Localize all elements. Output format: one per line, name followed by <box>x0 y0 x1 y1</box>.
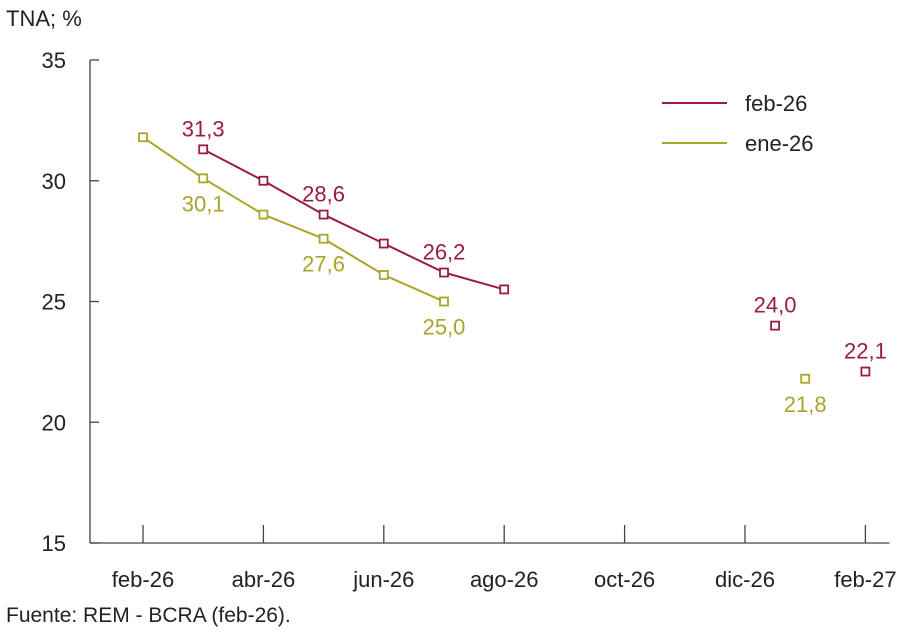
data-label: 27,6 <box>302 252 345 277</box>
series-line <box>202 148 505 291</box>
y-tick-label: 15 <box>42 531 66 556</box>
series-feb-26: 31,3 28,6 26,2 24,0 22,1 <box>182 116 887 377</box>
x-tick-label: abr-26 <box>232 567 296 592</box>
series-ene-26: 30,1 27,6 25,0 21,8 <box>138 132 827 417</box>
data-point <box>138 132 148 143</box>
data-label: 30,1 <box>182 191 225 216</box>
x-tick-label: feb-26 <box>112 567 174 592</box>
line-chart: TNA; % 15 20 25 30 35 feb-26 abr-26 jun-26 ago-… <box>6 6 897 592</box>
series-line <box>142 136 445 303</box>
data-label: 22,1 <box>844 339 887 364</box>
data-point <box>318 233 329 244</box>
x-tick-label: ago-26 <box>470 567 539 592</box>
x-tick-label: oct-26 <box>594 567 655 592</box>
data-label: 28,6 <box>302 182 345 207</box>
series-group: 31,3 28,6 26,2 24,0 22,1 30,1 27,6 25,0 21,8 <box>138 116 887 417</box>
x-axis-ticks: feb-26 abr-26 jun-26 ago-26 oct-26 dic-26 feb-… <box>112 525 897 592</box>
data-point <box>439 267 449 278</box>
data-label: 25,0 <box>423 315 466 340</box>
legend-label: feb-26 <box>745 91 807 116</box>
data-point <box>439 296 449 307</box>
data-point <box>378 270 389 280</box>
source-note: Fuente: REM - BCRA (feb-26). <box>6 604 291 627</box>
data-point <box>198 173 209 184</box>
data-point <box>258 209 269 220</box>
data-label: 26,2 <box>423 240 466 265</box>
y-tick-label: 30 <box>42 169 66 194</box>
x-tick-label: jun-26 <box>352 567 414 592</box>
y-axis-ticks: 15 20 25 30 35 <box>42 48 99 556</box>
data-point <box>258 175 269 186</box>
y-axis-unit-label: TNA; % <box>6 6 82 31</box>
data-label: 24,0 <box>754 293 797 318</box>
y-tick-label: 20 <box>42 410 66 435</box>
data-label: 21,8 <box>784 392 827 417</box>
projection-point <box>770 320 780 331</box>
projection-point <box>860 366 871 377</box>
x-tick-label: feb-27 <box>834 567 896 592</box>
legend: feb-26 ene-26 <box>662 91 814 156</box>
x-tick-label: dic-26 <box>715 567 775 592</box>
y-tick-label: 25 <box>42 290 66 315</box>
legend-label: ene-26 <box>745 131 814 156</box>
data-point <box>318 209 329 220</box>
projection-point <box>800 373 811 384</box>
data-point <box>378 238 389 249</box>
data-point <box>198 144 209 155</box>
y-tick-label: 35 <box>42 48 66 73</box>
data-point <box>499 284 510 295</box>
data-label: 31,3 <box>182 116 225 141</box>
